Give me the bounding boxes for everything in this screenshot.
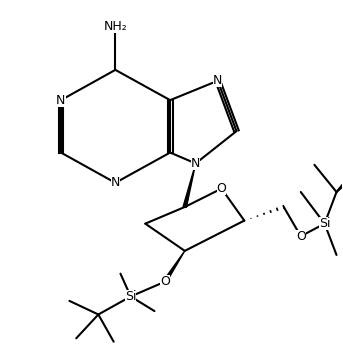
Polygon shape [163, 251, 185, 283]
Text: N: N [213, 74, 223, 87]
Text: Si: Si [125, 290, 137, 303]
Text: O: O [216, 182, 226, 195]
Text: N: N [191, 157, 200, 170]
Polygon shape [183, 163, 196, 208]
Text: Si: Si [319, 217, 330, 230]
Text: O: O [296, 230, 306, 243]
Text: N: N [56, 94, 66, 107]
Text: NH₂: NH₂ [104, 20, 127, 33]
Text: O: O [160, 275, 170, 288]
Text: N: N [111, 176, 120, 189]
